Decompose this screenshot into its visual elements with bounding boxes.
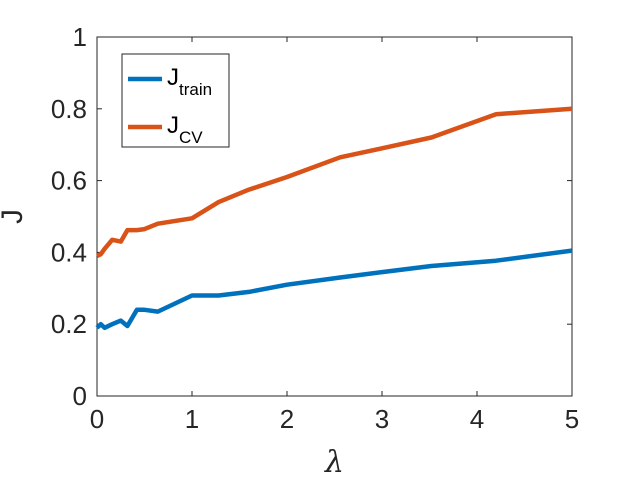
x-tick-label: 4 [470, 404, 484, 434]
legend-label-subscript: CV [179, 128, 203, 147]
legend-label-main: J [167, 112, 179, 139]
y-tick-label: 0 [73, 381, 87, 411]
plot-area-frame [96, 36, 573, 397]
legend-label-cv: JCV [167, 112, 203, 147]
legend-label-subscript: train [179, 80, 212, 99]
x-tick-label: 1 [185, 404, 199, 434]
y-tick-label: 0.2 [51, 309, 87, 339]
y-axis-label: J [0, 209, 29, 224]
y-tick-label: 0.4 [51, 237, 87, 267]
legend-box [121, 53, 230, 148]
legend-label-main: J [167, 64, 179, 91]
x-tick-label: 5 [565, 404, 579, 434]
y-tick-label: 0.6 [51, 166, 87, 196]
series-lines [95, 106, 573, 331]
y-tick-label: 1 [73, 22, 87, 52]
x-tick-label: 2 [280, 404, 294, 434]
series-line-train [95, 248, 573, 331]
x-tick-label: 3 [375, 404, 389, 434]
legend-label-train: Jtrain [167, 64, 212, 99]
y-tick-label: 0.8 [51, 94, 87, 124]
x-axis-label: λ [324, 445, 344, 479]
x-tick-label: 0 [90, 404, 104, 434]
axes: 0 1 2 3 4 5 0 0.2 0.4 0.6 0.8 1 λ J [0, 22, 579, 479]
series-line-cv [96, 106, 573, 259]
